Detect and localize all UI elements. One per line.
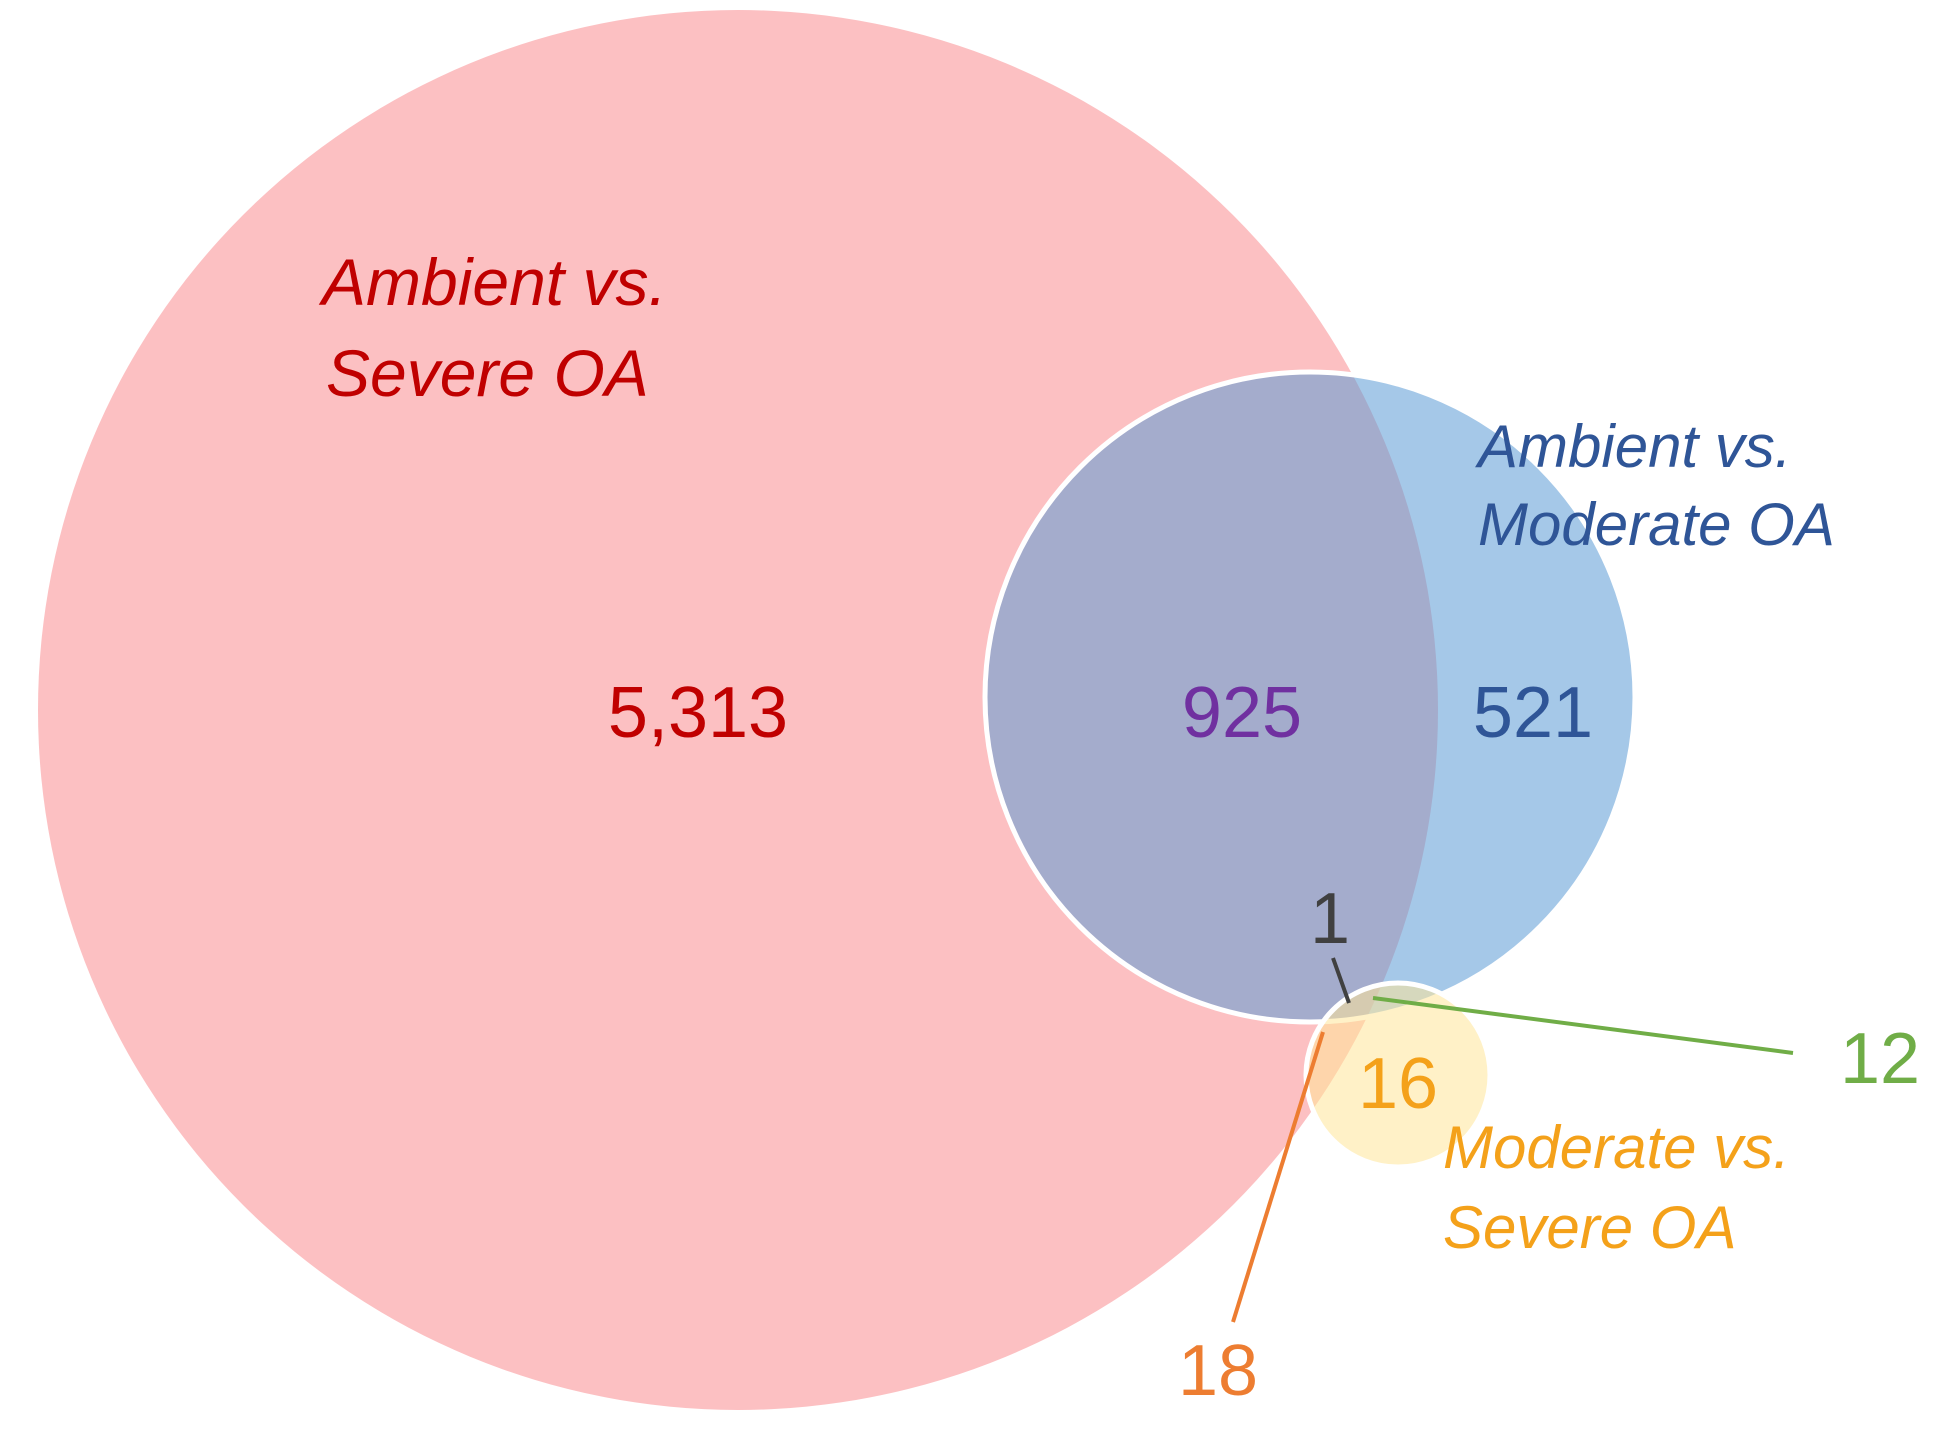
count-all-three: 1 bbox=[1310, 879, 1350, 959]
set-label-line: Severe OA bbox=[326, 336, 649, 410]
count-severe-and-moderate: 925 bbox=[1182, 673, 1302, 753]
set-label-moderate-vs-severe: Moderate vs. Severe OA bbox=[1443, 1114, 1807, 1261]
count-moderate-only: 521 bbox=[1473, 673, 1593, 753]
count-modsevere-only: 16 bbox=[1358, 1044, 1438, 1124]
set-label-line: Ambient vs. bbox=[318, 245, 667, 319]
leader-line-all-three bbox=[1331, 957, 1351, 1004]
set-circle-ambient-vs-severe bbox=[38, 10, 1438, 1410]
set-circle-ambient-vs-moderate bbox=[982, 369, 1638, 1025]
set-label-line: Moderate OA bbox=[1478, 491, 1835, 558]
set-label-ambient-vs-moderate: Ambient vs. Moderate OA bbox=[1475, 413, 1835, 558]
count-severe-and-modsevere: 18 bbox=[1178, 1331, 1258, 1411]
set-label-line: Moderate vs. bbox=[1443, 1114, 1790, 1181]
leader-line-severe-and-modsevere bbox=[1231, 1031, 1325, 1323]
set-label-ambient-vs-severe: Ambient vs. Severe OA bbox=[318, 245, 685, 410]
set-label-line: Ambient vs. bbox=[1475, 413, 1791, 480]
count-moderate-and-modsevere: 12 bbox=[1840, 1019, 1920, 1099]
set-circle-moderate-vs-severe bbox=[1303, 980, 1493, 1170]
count-severe-only: 5,313 bbox=[608, 673, 788, 753]
leader-line-moderate-and-modsevere bbox=[1372, 996, 1794, 1055]
set-label-line: Severe OA bbox=[1443, 1194, 1736, 1261]
